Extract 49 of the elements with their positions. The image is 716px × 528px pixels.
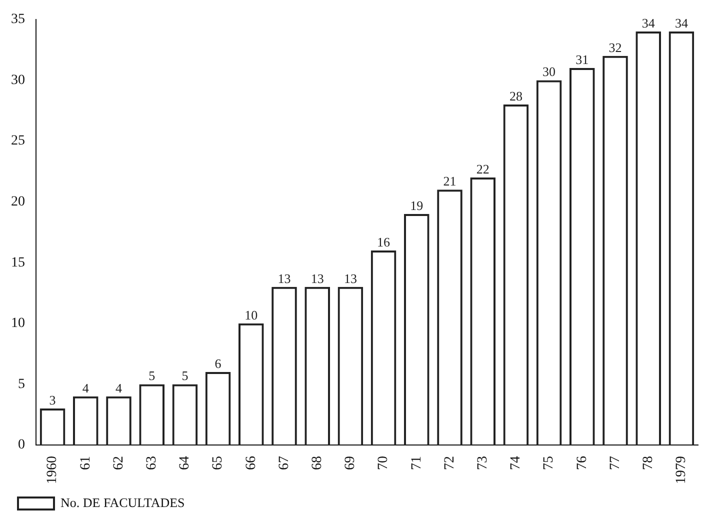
- data-label: 5: [182, 368, 188, 384]
- x-tick-label: 73: [476, 456, 491, 470]
- x-tick-label: 69: [343, 456, 358, 470]
- data-label: 19: [410, 198, 424, 213]
- x-tick-label: 70: [376, 456, 392, 470]
- data-label: 5: [148, 368, 156, 384]
- x-tick-label: 72: [442, 456, 458, 470]
- data-label: 10: [244, 307, 258, 322]
- x-tick-label: 64: [178, 456, 193, 470]
- x-tick-label: 63: [144, 456, 160, 470]
- x-tick-label: 68: [310, 456, 326, 470]
- y-tick-label: 35: [11, 12, 25, 28]
- y-tick-label: 20: [11, 194, 25, 210]
- data-label: 4: [82, 380, 90, 396]
- data-label: 32: [608, 40, 622, 55]
- y-tick-label: 5: [18, 376, 25, 392]
- x-tick-label: 76: [574, 456, 590, 470]
- data-label: 30: [542, 64, 556, 80]
- x-tick-label: 75: [542, 456, 557, 470]
- y-tick-label: 25: [11, 134, 25, 149]
- x-tick-label: 67: [276, 456, 292, 470]
- x-tick-label: 1960: [45, 456, 60, 484]
- data-label: 21: [443, 174, 456, 189]
- data-label: 31: [576, 52, 589, 67]
- data-label: 13: [310, 270, 324, 286]
- x-tick-label: 74: [508, 456, 524, 470]
- data-label: 16: [377, 234, 391, 250]
- y-tick-label: 30: [11, 72, 25, 88]
- x-tick-label: 62: [111, 456, 126, 470]
- x-tick-label: 77: [608, 456, 623, 470]
- y-tick-label: 0: [18, 438, 25, 453]
- x-tick-label: 78: [641, 456, 656, 470]
- data-label: 3: [49, 392, 56, 408]
- y-tick-label: 10: [11, 316, 25, 332]
- data-label: 13: [278, 270, 291, 286]
- data-label: 34: [674, 15, 688, 30]
- x-tick-label: 66: [244, 456, 259, 470]
- y-tick-label: 15: [11, 255, 25, 270]
- x-tick-label: 1979: [674, 456, 690, 484]
- data-label: 4: [116, 380, 122, 396]
- x-tick-label: 61: [78, 456, 94, 470]
- data-label: 28: [509, 88, 522, 104]
- x-tick-label: 65: [210, 456, 226, 470]
- data-label: 13: [344, 270, 357, 286]
- legend-label: No. DE FACULTADES: [60, 494, 185, 510]
- data-label: 6: [214, 356, 222, 371]
- x-tick-label: 71: [409, 456, 424, 470]
- data-label: 34: [642, 15, 656, 30]
- data-label: 22: [476, 161, 490, 176]
